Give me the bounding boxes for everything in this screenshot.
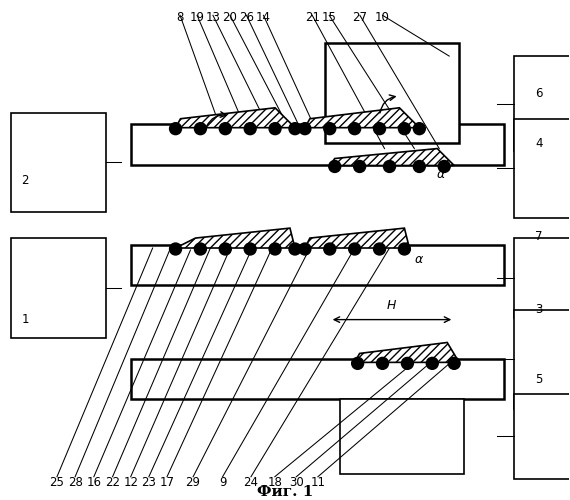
Bar: [514, 394, 570, 478]
Polygon shape: [176, 228, 295, 248]
Circle shape: [373, 243, 385, 255]
Bar: [131, 245, 504, 285]
Bar: [514, 118, 570, 218]
Circle shape: [194, 243, 206, 255]
Text: α: α: [436, 168, 445, 181]
Bar: [131, 360, 504, 399]
Circle shape: [219, 243, 231, 255]
Circle shape: [299, 122, 311, 134]
Text: α: α: [414, 253, 422, 266]
Circle shape: [289, 122, 301, 134]
Circle shape: [324, 122, 336, 134]
Text: 29: 29: [186, 476, 201, 488]
Text: H: H: [387, 298, 396, 312]
Bar: [514, 56, 570, 150]
Text: 9: 9: [219, 476, 226, 488]
Text: 26: 26: [239, 12, 254, 24]
Text: 27: 27: [352, 12, 368, 24]
Text: 5: 5: [535, 373, 543, 386]
Text: 15: 15: [322, 12, 337, 24]
Circle shape: [353, 160, 365, 172]
Circle shape: [352, 358, 364, 370]
Text: 13: 13: [206, 12, 221, 24]
Bar: [340, 399, 464, 474]
Text: 19: 19: [190, 12, 205, 24]
Circle shape: [413, 160, 425, 172]
Text: 24: 24: [243, 476, 258, 488]
Bar: [514, 238, 570, 318]
Circle shape: [289, 243, 301, 255]
Text: 6: 6: [535, 87, 543, 100]
Circle shape: [438, 160, 450, 172]
Circle shape: [413, 122, 425, 134]
Text: 20: 20: [222, 12, 238, 24]
Text: Фиг. 1: Фиг. 1: [257, 484, 313, 498]
Circle shape: [244, 243, 256, 255]
Text: 10: 10: [375, 12, 390, 24]
Text: 4: 4: [535, 136, 543, 149]
Polygon shape: [176, 108, 295, 128]
Text: 3: 3: [535, 303, 543, 316]
Text: 16: 16: [86, 476, 101, 488]
Circle shape: [448, 358, 460, 370]
Circle shape: [398, 122, 410, 134]
Text: 21: 21: [305, 12, 320, 24]
Bar: [131, 124, 504, 166]
Circle shape: [244, 122, 256, 134]
Text: 28: 28: [68, 476, 83, 488]
Bar: [11, 113, 106, 212]
Circle shape: [398, 243, 410, 255]
Text: 18: 18: [267, 476, 282, 488]
Bar: [514, 310, 570, 409]
Text: 25: 25: [50, 476, 64, 488]
Text: 1: 1: [22, 313, 29, 326]
Text: 2: 2: [22, 174, 29, 187]
Circle shape: [384, 160, 396, 172]
Text: 30: 30: [289, 476, 304, 488]
Circle shape: [401, 358, 413, 370]
Bar: [325, 43, 459, 142]
Circle shape: [269, 122, 281, 134]
Circle shape: [194, 122, 206, 134]
Text: 14: 14: [256, 12, 271, 24]
Text: 23: 23: [141, 476, 156, 488]
Polygon shape: [305, 228, 409, 248]
Polygon shape: [305, 108, 420, 128]
Circle shape: [329, 160, 341, 172]
Circle shape: [169, 122, 181, 134]
Circle shape: [219, 122, 231, 134]
Text: 17: 17: [160, 476, 174, 488]
Text: 12: 12: [123, 476, 138, 488]
Circle shape: [299, 243, 311, 255]
Circle shape: [373, 122, 385, 134]
Text: 11: 11: [311, 476, 325, 488]
Circle shape: [324, 243, 336, 255]
Polygon shape: [355, 342, 459, 362]
Text: 7: 7: [535, 230, 543, 242]
Bar: [11, 238, 106, 338]
Circle shape: [269, 243, 281, 255]
Circle shape: [377, 358, 389, 370]
Circle shape: [349, 243, 361, 255]
Text: 22: 22: [105, 476, 120, 488]
Circle shape: [426, 358, 438, 370]
Text: 8: 8: [176, 12, 184, 24]
Circle shape: [169, 243, 181, 255]
Polygon shape: [330, 148, 454, 166]
Circle shape: [349, 122, 361, 134]
